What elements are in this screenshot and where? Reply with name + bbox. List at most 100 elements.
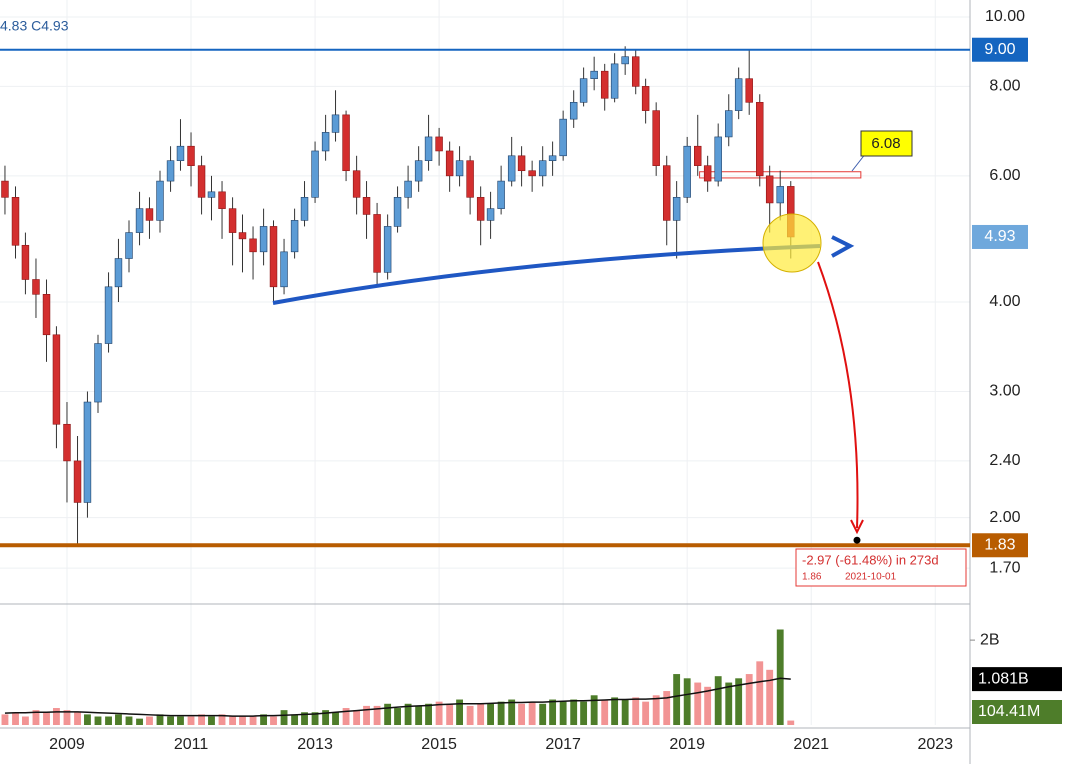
candle-body — [42, 294, 51, 336]
volume-bar — [363, 705, 370, 725]
candle-body — [600, 70, 609, 99]
candle-body — [383, 226, 392, 273]
volume-bar — [518, 703, 526, 725]
candle-body — [331, 114, 340, 133]
volume-bar — [404, 703, 412, 725]
volume-bar — [136, 718, 143, 725]
callout-label: 6.08 — [871, 135, 900, 152]
candle-body — [476, 197, 485, 221]
volume-bar — [53, 708, 60, 725]
candle-body — [362, 197, 371, 215]
candle-body — [342, 114, 350, 172]
candle-body — [197, 165, 206, 198]
candle-body — [404, 180, 412, 198]
y-tick-label: 4.00 — [989, 293, 1020, 310]
volume-ma-line — [4, 677, 791, 717]
volume-bar — [663, 691, 671, 725]
marks — [1, 46, 862, 725]
volume-bar — [280, 710, 288, 725]
support-curve — [272, 244, 821, 305]
y-tick-label: 1.70 — [989, 559, 1020, 576]
measure-price: 1.86 — [802, 572, 822, 583]
volume-bar — [177, 716, 184, 725]
x-tick-label: 2019 — [669, 736, 705, 753]
y-tick-label: 3.00 — [989, 383, 1020, 400]
x-tick-label: 2011 — [174, 736, 209, 753]
candle-body — [590, 70, 598, 79]
volume-bar — [43, 712, 50, 725]
volume-bar — [435, 701, 443, 725]
volume-bar — [218, 714, 226, 725]
candle-body — [249, 238, 257, 253]
candle-body — [21, 244, 30, 280]
volume-bar — [260, 714, 268, 725]
candle-body — [135, 208, 144, 233]
volume-bar — [549, 699, 557, 725]
price-label-box — [972, 224, 1028, 249]
volume-bar — [673, 674, 681, 725]
volume-bar — [497, 701, 505, 725]
measure-box — [795, 548, 967, 587]
measure-target — [853, 536, 861, 544]
volume-bar — [291, 714, 299, 725]
volume-bar — [642, 701, 650, 725]
price-label-box — [972, 533, 1028, 558]
candle-body — [641, 86, 650, 111]
volume-bar — [270, 716, 277, 725]
candle-body — [725, 110, 733, 138]
candle-body — [83, 401, 92, 503]
candle-body — [311, 150, 319, 198]
support-arrowhead — [831, 235, 855, 258]
candle-body — [300, 197, 309, 221]
projection-arrow — [817, 261, 859, 529]
volume-bar — [766, 669, 774, 725]
volume-bar — [301, 712, 308, 725]
candle-body — [352, 170, 361, 198]
candle-body — [424, 136, 433, 161]
volume-bar — [249, 716, 257, 725]
volume-bar — [84, 714, 91, 725]
candle-body — [745, 78, 753, 103]
volume-bar — [167, 716, 174, 725]
volume-bar — [611, 697, 619, 725]
candle-body — [662, 165, 671, 221]
volume-bar — [601, 699, 609, 725]
volume-tick-label: 2B — [980, 631, 1000, 648]
price-label: 1.83 — [984, 536, 1015, 553]
y-tick-label: 10.00 — [985, 8, 1025, 25]
volume-bar — [156, 714, 164, 725]
candle-body — [156, 180, 164, 221]
price-label-box — [972, 37, 1028, 62]
candle-body — [373, 214, 381, 273]
candle-body — [703, 165, 712, 182]
callout-box — [860, 130, 913, 157]
volume-bar — [756, 661, 764, 725]
candle-body — [548, 155, 557, 161]
volume-bar — [1, 714, 9, 725]
x-tick-label: 2021 — [793, 736, 829, 753]
candle-body — [145, 208, 154, 221]
candle-body — [32, 279, 40, 295]
candle-body — [621, 56, 629, 65]
candle-body — [528, 170, 536, 177]
volume-bar — [198, 714, 205, 725]
candle-body — [631, 56, 640, 87]
x-tick-label: 2023 — [917, 736, 953, 753]
candle-body — [507, 155, 516, 182]
candle-body — [280, 251, 288, 288]
volume-bar — [570, 699, 578, 725]
candle-body — [94, 343, 102, 403]
volume-bar — [425, 703, 432, 725]
projection-arrowhead — [850, 519, 864, 535]
volume-bar — [12, 712, 19, 725]
candle-body — [187, 145, 195, 166]
volume-bar — [704, 686, 712, 725]
volume-bar — [745, 674, 753, 725]
volume-bar — [115, 714, 122, 725]
candle-body — [610, 63, 619, 99]
volume-bar — [466, 705, 474, 725]
volume-ma-label: 1.081B — [978, 670, 1029, 687]
volume-bar — [580, 701, 588, 725]
volume-bar — [590, 695, 598, 725]
candle-body — [393, 197, 402, 227]
